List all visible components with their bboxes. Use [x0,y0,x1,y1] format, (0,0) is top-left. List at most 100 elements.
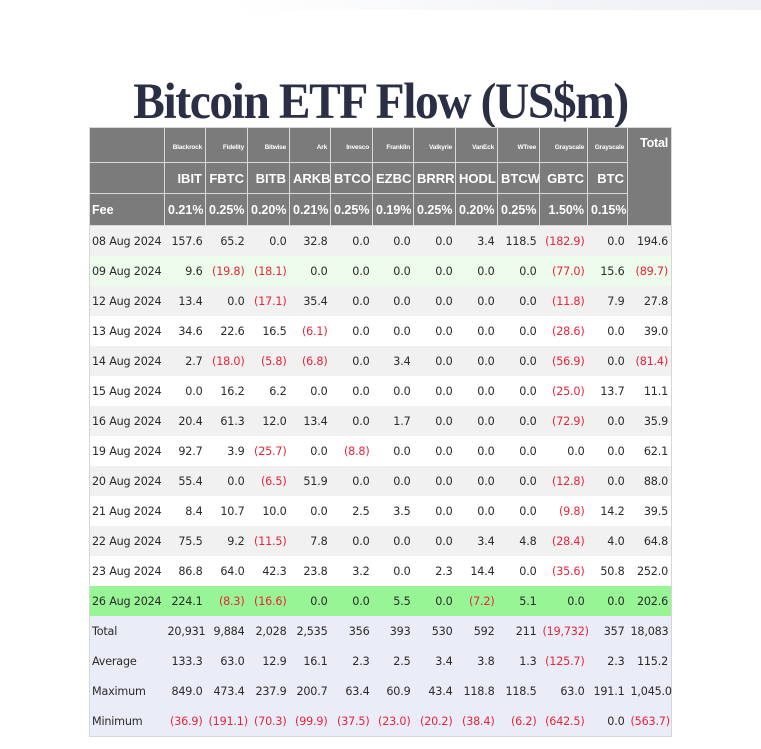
flow-cell-btcw: 0.0 [497,316,540,346]
table-row: 22 Aug 2024 75.5 9.2 (11.5) 7.8 0.0 0.0 0.0 3.4 4… [89,526,672,556]
flow-cell-ezbc: 0.0 [372,436,414,466]
date-cell: 14 Aug 2024 [89,346,165,376]
fee-arkb: 0.21% [289,193,331,226]
summary-cell-bitb: 12.9 [247,646,290,676]
summary-cell-total: 1,045.0 [627,676,672,706]
issuer-header-btco: Invesco [330,127,373,163]
issuer-header-arkb: Ark [289,127,331,163]
date-cell: 26 Aug 2024 [89,586,165,616]
flow-cell-bitb: (17.1) [247,286,290,316]
flow-cell-total: 11.1 [627,376,672,406]
flow-cell-btcw: 4.8 [497,526,540,556]
flow-cell-arkb: (6.8) [289,346,331,376]
flow-cell-brrr: 0.0 [413,346,456,376]
corner-cell [89,162,165,194]
flow-cell-brrr: 0.0 [413,316,456,346]
flow-cell-fbtc: (8.3) [205,586,248,616]
flow-cell-gbtc: (25.0) [539,376,588,406]
summary-cell-ezbc: 2.5 [372,646,414,676]
date-cell: 21 Aug 2024 [89,496,165,526]
flow-cell-fbtc: 9.2 [205,526,248,556]
fee-label: Fee [89,193,165,226]
flow-cell-gbtc: 0.0 [539,436,588,466]
table-header: Blackrock Fidelity Bitwise Ark Invesco Frankl… [89,127,672,226]
flow-cell-total: 39.5 [627,496,672,526]
flow-cell-ibit: 224.1 [164,586,206,616]
summary-cell-btc: 0.0 [587,706,628,737]
summary-cell-hodl: 118.8 [455,676,498,706]
flow-cell-bitb: 0.0 [247,225,290,256]
flow-cell-ezbc: 0.0 [372,225,414,256]
issuer-header-gbtc: Grayscale [539,127,588,163]
date-cell: 20 Aug 2024 [89,466,165,496]
flow-cell-hodl: 3.4 [455,225,498,256]
fee-btcw: 0.25% [497,193,540,226]
flow-cell-bitb: (6.5) [247,466,290,496]
issuer-header-hodl: VanEck [455,127,498,163]
ticker-header-btc: BTC [587,162,628,194]
summary-label: Total [89,616,165,646]
date-cell: 12 Aug 2024 [89,286,165,316]
flow-cell-gbtc: (9.8) [539,496,588,526]
flow-cell-total: (81.4) [627,346,672,376]
summary-cell-btc: 357 [587,616,628,646]
summary-cell-btcw: (6.2) [497,706,540,737]
flow-cell-btc: 50.8 [587,556,628,586]
flow-cell-btc: 4.0 [587,526,628,556]
flow-cell-ezbc: 0.0 [372,316,414,346]
summary-cell-fbtc: 63.0 [205,646,248,676]
fee-header-row: Fee 0.21% 0.25% 0.20% 0.21% 0.25% 0.19% 0.25% 0.… [89,193,672,226]
flow-cell-btcw: 0.0 [497,406,540,436]
flow-cell-btco: 0.0 [330,406,373,436]
flow-cell-btc: 0.0 [587,225,628,256]
flow-cell-bitb: 6.2 [247,376,290,406]
summary-cell-ezbc: 393 [372,616,414,646]
flow-cell-btco: (8.8) [330,436,373,466]
flow-cell-ibit: 34.6 [164,316,206,346]
flow-cell-btco: 0.0 [330,586,373,616]
flow-cell-brrr: 0.0 [413,436,456,466]
flow-cell-total: 39.0 [627,316,672,346]
ticker-header-btco: BTCO [330,162,373,194]
total-header: Total [627,127,672,226]
flow-cell-btco: 2.5 [330,496,373,526]
summary-cell-btco: 2.3 [330,646,373,676]
flow-cell-brrr: 0.0 [413,286,456,316]
flow-cell-fbtc: 22.6 [205,316,248,346]
flow-cell-btcw: 0.0 [497,346,540,376]
summary-cell-arkb: 2,535 [289,616,331,646]
summary-cell-fbtc: 9,884 [205,616,248,646]
summary-cell-total: (563.7) [627,706,672,737]
flow-cell-brrr: 0.0 [413,225,456,256]
table-row: 19 Aug 2024 92.7 3.9 (25.7) 0.0 (8.8) 0.0 0.0 0.… [89,436,672,466]
date-cell: 13 Aug 2024 [89,316,165,346]
summary-cell-ibit: 20,931 [164,616,206,646]
issuer-header-btcw: WTree [497,127,540,163]
flow-cell-gbtc: (12.8) [539,466,588,496]
flow-cell-gbtc: (72.9) [539,406,588,436]
flow-cell-bitb: (16.6) [247,586,290,616]
flow-cell-bitb: 16.5 [247,316,290,346]
table-row: 16 Aug 2024 20.4 61.3 12.0 13.4 0.0 1.7 0.0 0.0 0… [89,406,672,436]
flow-cell-btcw: 0.0 [497,376,540,406]
flow-cell-fbtc: 0.0 [205,286,248,316]
flow-cell-btc: 0.0 [587,316,628,346]
ticker-header-ibit: IBIT [164,162,206,194]
ticker-header-arkb: ARKB [289,162,331,194]
flow-cell-bitb: (5.8) [247,346,290,376]
flow-cell-gbtc: (56.9) [539,346,588,376]
flow-cell-gbtc: (77.0) [539,256,588,286]
flow-cell-btc: 0.0 [587,586,628,616]
summary-cell-ezbc: (23.0) [372,706,414,737]
flow-cell-fbtc: 16.2 [205,376,248,406]
summary-label: Average [89,646,165,676]
summary-cell-ibit: 849.0 [164,676,206,706]
flow-cell-arkb: 0.0 [289,256,331,286]
issuer-header-fbtc: Fidelity [205,127,248,163]
flow-cell-btc: 0.0 [587,436,628,466]
flow-cell-btc: 0.0 [587,406,628,436]
flow-cell-btc: 0.0 [587,466,628,496]
issuer-header-ezbc: Franklin [372,127,414,163]
flow-cell-fbtc: 3.9 [205,436,248,466]
flow-cell-brrr: 0.0 [413,376,456,406]
